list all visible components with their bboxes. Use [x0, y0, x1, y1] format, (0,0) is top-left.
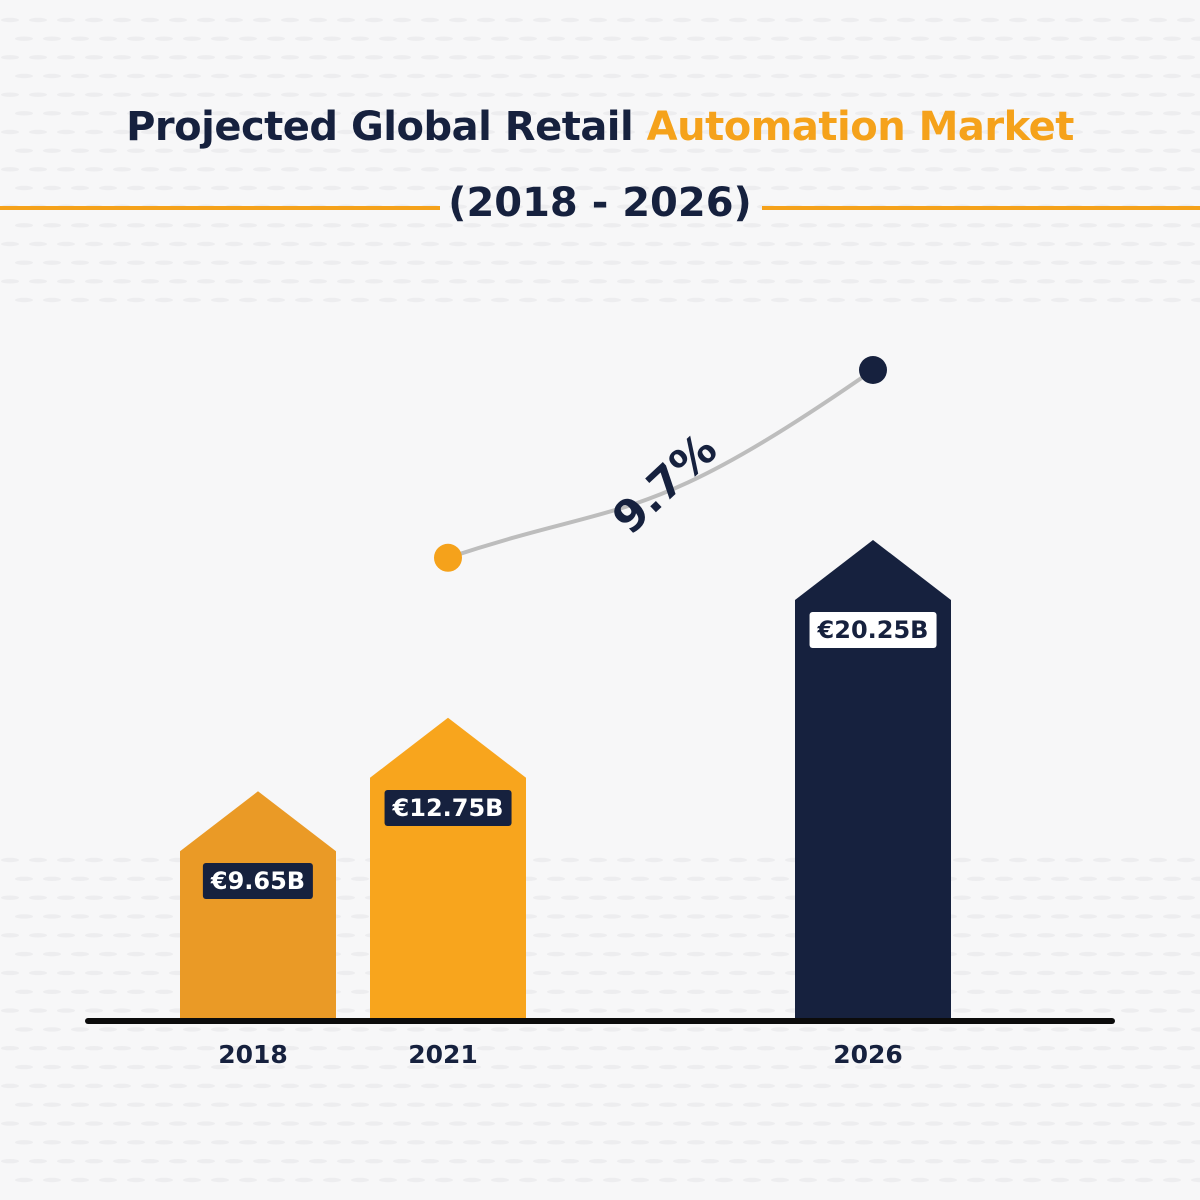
bar-2021	[370, 717, 526, 1020]
data-label-2018: €9.65B	[202, 863, 314, 900]
title-rule-left	[0, 206, 440, 210]
x-tick-label-2026: 2026	[833, 1040, 903, 1069]
title-part-2: Automation Market	[646, 104, 1075, 150]
trend-end-dot	[859, 356, 887, 384]
title-rule-right	[762, 206, 1200, 210]
trend-start-dot	[434, 543, 462, 572]
chart-title: Projected Global Retail Automation Marke…	[0, 104, 1200, 150]
trend-curve	[447, 368, 875, 560]
data-label-2021: €12.75B	[384, 789, 512, 826]
x-tick-label-2018: 2018	[218, 1040, 288, 1069]
data-label-2026: €20.25B	[809, 612, 937, 648]
title-part-1: Projected Global Retail	[126, 104, 634, 150]
chart-subtitle: (2018 - 2026)	[448, 180, 752, 226]
x-tick-label-2021: 2021	[408, 1040, 478, 1069]
bar-2026	[795, 540, 951, 1020]
bar-2018	[180, 791, 336, 1020]
